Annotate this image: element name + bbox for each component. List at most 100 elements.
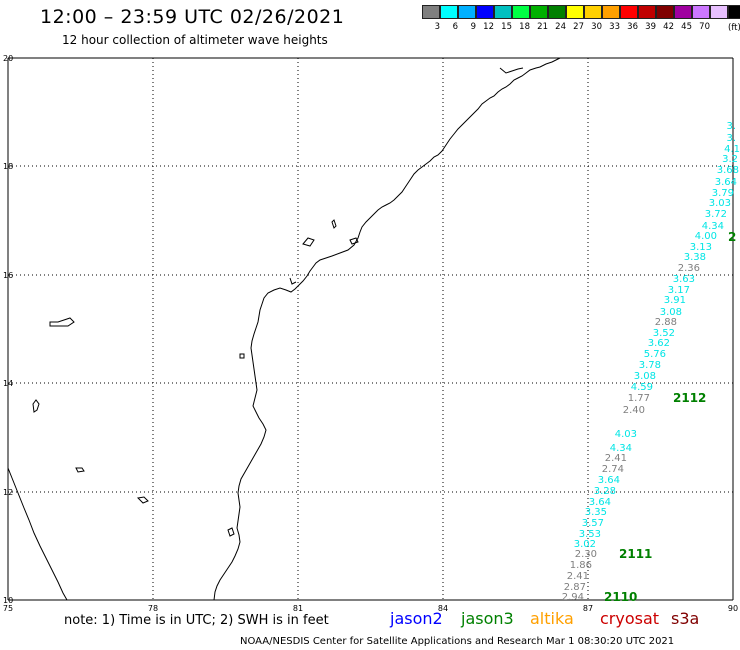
legend-label: 45 — [681, 22, 692, 32]
lat-tick-label: 16 — [3, 271, 13, 280]
wave-reading: 2.74 — [602, 464, 624, 475]
wave-reading: 3.68 — [717, 165, 739, 176]
wave-reading: 2.87 — [564, 582, 586, 593]
wave-reading: 3.91 — [664, 295, 686, 306]
legend-swatch — [638, 5, 656, 19]
wave-reading: 4.00 — [695, 231, 717, 242]
legend-label: 27 — [573, 22, 584, 32]
footer-note: note: 1) Time is in UTC; 2) SWH is in fe… — [64, 613, 329, 628]
track-times: 2 2112 2111 2110 — [604, 230, 736, 604]
legend-swatch — [422, 5, 440, 19]
legend-swatch — [656, 5, 674, 19]
coastline — [7, 57, 561, 601]
island-cluster — [49, 317, 75, 327]
legend-swatch — [710, 5, 728, 19]
legend-swatch — [512, 5, 530, 19]
legend-label: 3 — [434, 22, 440, 32]
wave-reading: 3.57 — [582, 518, 604, 529]
wave-reading: 3.28 — [594, 486, 616, 497]
legend-swatch — [728, 5, 740, 19]
lat-tick-label: 14 — [3, 379, 13, 388]
lat-tick-label: 10 — [3, 596, 13, 605]
wave-reading: 3.08 — [660, 307, 682, 318]
island-andaman — [499, 67, 524, 74]
wave-reading: 4.03 — [615, 429, 637, 440]
wave-reading: 3.78 — [639, 360, 661, 371]
island-small-2 — [136, 496, 149, 504]
credit-line: NOAA/NESDIS Center for Satellite Applica… — [240, 636, 675, 647]
wave-reading: 2.30 — [575, 549, 597, 560]
track-time-label: 2 — [728, 230, 736, 244]
legend-label: 39 — [645, 22, 656, 32]
satellite-name: cryosat — [600, 609, 660, 628]
wave-reading: 4.34 — [702, 221, 724, 232]
wave-reading: 4.59 — [631, 382, 653, 393]
wave-reading: 1.86 — [570, 560, 592, 571]
wave-reading: 3.64 — [715, 177, 737, 188]
legend-swatch — [548, 5, 566, 19]
wave-reading: 3.38 — [684, 252, 706, 263]
island-small-8 — [227, 527, 235, 537]
map-subtitle: 12 hour collection of altimeter wave hei… — [62, 33, 328, 47]
lat-tick-label: 12 — [3, 488, 13, 497]
legend-swatches — [422, 5, 740, 19]
legend-swatch — [602, 5, 620, 19]
wave-reading: 3.13 — [690, 242, 712, 253]
wave-reading: 2.41 — [567, 571, 589, 582]
lon-tick-label: 81 — [293, 604, 303, 613]
grid-lines — [7, 57, 734, 601]
island-small-6 — [349, 237, 359, 245]
wave-reading: 3.2 — [722, 154, 738, 165]
legend-unit: (ft) — [728, 23, 740, 33]
wave-reading: 3.17 — [668, 285, 690, 296]
color-legend: 3 6 9 12 15 18 21 24 27 30 33 36 39 42 45 70 (ft) — [422, 5, 740, 33]
map-title: 12:00 – 23:59 UTC 02/26/2021 — [40, 6, 345, 28]
lon-tick-label: 75 — [3, 604, 13, 613]
wave-reading: 2.41 — [605, 453, 627, 464]
lat-tick-label: 20 — [3, 54, 13, 63]
legend-swatch — [458, 5, 476, 19]
wave-reading: 3.64 — [598, 475, 620, 486]
legend-labels: 3 6 9 12 15 18 21 24 27 30 33 36 39 42 45 70 — [422, 22, 740, 32]
wave-reading: 3.02 — [574, 539, 596, 550]
lon-tick-label: 78 — [148, 604, 158, 613]
wave-reading: 1.77 — [628, 393, 650, 404]
wave-reading: 2.40 — [623, 405, 645, 416]
legend-label: 42 — [663, 22, 674, 32]
satellite-name: jason2 — [390, 609, 443, 628]
legend-swatch — [566, 5, 584, 19]
track-time-label: 2112 — [673, 391, 706, 405]
island-small-3 — [75, 467, 85, 473]
island-small-1 — [32, 399, 40, 413]
wave-reading: 3.03 — [709, 198, 731, 209]
legend-label: 6 — [452, 22, 458, 32]
island-small-4 — [239, 353, 245, 359]
legend-swatch — [494, 5, 512, 19]
wave-reading: 4.34 — [610, 443, 632, 454]
legend-label: 12 — [483, 22, 494, 32]
coastline-east-india — [213, 57, 561, 601]
wave-reading: 3.72 — [705, 209, 727, 220]
legend-swatch — [476, 5, 494, 19]
wave-reading: 3.53 — [579, 529, 601, 540]
wave-reading: 3.08 — [634, 371, 656, 382]
island-small-7 — [331, 219, 337, 229]
legend-label: 30 — [591, 22, 602, 32]
island-small-5 — [302, 237, 315, 247]
legend-swatch — [620, 5, 638, 19]
legend-swatch — [440, 5, 458, 19]
lon-tick-label: 84 — [438, 604, 448, 613]
island-small-9 — [289, 277, 297, 285]
wave-reading: 3. — [726, 133, 736, 144]
legend-label: 21 — [537, 22, 548, 32]
satellite-name: s3a — [671, 609, 700, 628]
satellite-name: jason3 — [461, 609, 514, 628]
lat-tick-label: 18 — [3, 162, 13, 171]
legend-label: 9 — [470, 22, 476, 32]
wave-reading: 3.79 — [712, 188, 734, 199]
legend-label: 33 — [609, 22, 620, 32]
wave-readings: 3.3.4.13.23.683.643.793.033.724.344.003.… — [562, 121, 740, 603]
legend-label: 70 — [699, 22, 710, 32]
wave-reading: 4.1 — [724, 144, 740, 155]
